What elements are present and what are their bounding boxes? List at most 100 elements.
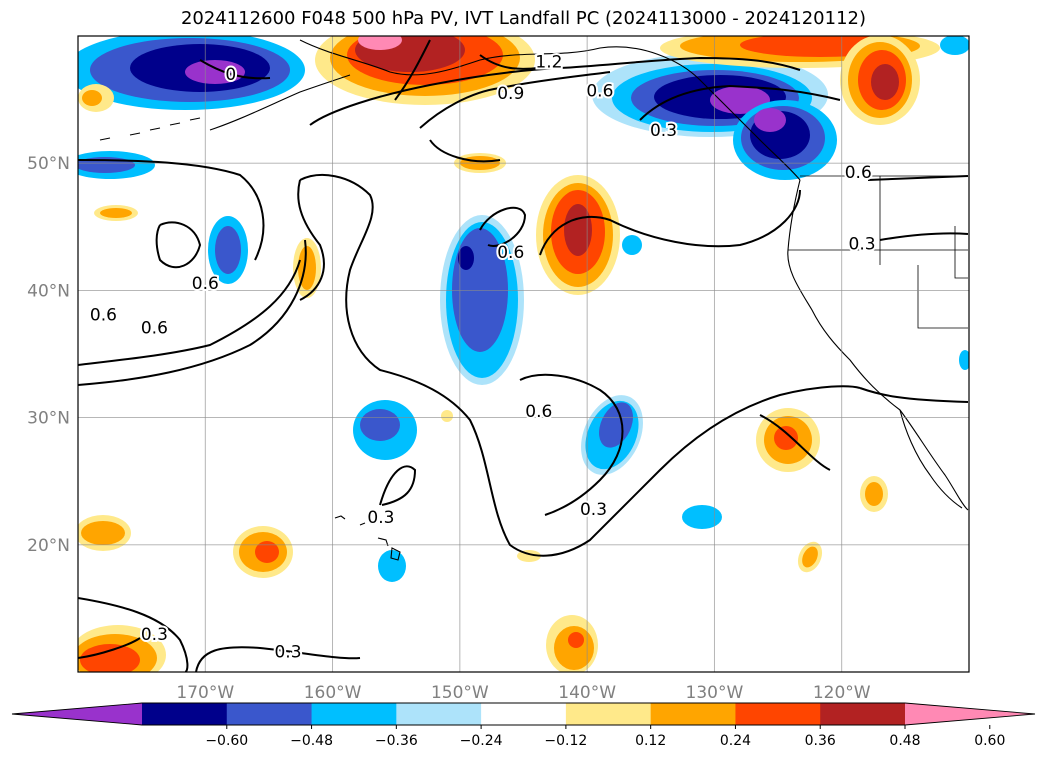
colorbar-tick-label: −0.36 <box>375 733 418 749</box>
pv-pos-south-center <box>546 615 598 672</box>
colorbar-tick-label: −0.12 <box>544 733 587 749</box>
pv-fill-level <box>940 36 969 55</box>
coastline-segment <box>99 117 201 141</box>
ivt-contour-line <box>479 206 527 247</box>
pv-filled-contours <box>78 36 969 672</box>
ivt-contour-line <box>419 71 611 129</box>
ivt-contour-line <box>379 465 417 506</box>
coastline-segment <box>299 39 801 181</box>
contour-label: 0.6 <box>845 163 872 183</box>
colorbar-segment <box>565 703 652 725</box>
pv-fill-level <box>554 626 594 670</box>
colorbar-segment <box>735 703 821 725</box>
contour-label: 0.6 <box>586 82 613 102</box>
lon-tick-label: 150°W <box>431 683 489 703</box>
plot-area: 0 1.2 0.9 0.6 0.3 0.6 0.3 0.6 0.6 0.6 0.6 0.6 0.3 0.3… <box>78 36 969 672</box>
pv-pos-sw-corner <box>78 625 166 672</box>
pv-fill-level <box>360 409 400 441</box>
gridlines <box>78 36 969 672</box>
pv-pos-small-e <box>797 541 823 573</box>
colorbar-tick-label: 0.48 <box>889 733 920 749</box>
pv-pos-small-d <box>860 476 888 512</box>
contour-labels: 0 1.2 0.9 0.6 0.3 0.6 0.3 0.6 0.6 0.6 0.6 0.6 0.3 0.3… <box>88 50 878 664</box>
pv-neg-hawaii-n <box>353 400 417 460</box>
ivt-contour-line <box>199 59 271 80</box>
colorbar-segment <box>142 703 228 725</box>
pv-pos-small-c <box>94 205 138 221</box>
lat-tick-label: 30°N <box>27 409 70 429</box>
pv-pos-east-sub <box>756 408 820 472</box>
pv-neg-top-right <box>940 36 969 55</box>
pv-fill-level <box>255 541 279 563</box>
pv-fill-level <box>378 550 406 582</box>
ivt-contour-line <box>479 54 561 70</box>
colorbar-segment <box>226 703 313 725</box>
contour-label: 0.6 <box>525 402 552 422</box>
pv-fill-level <box>81 521 125 545</box>
lat-tick-label: 20°N <box>27 536 70 556</box>
pv-fill-level <box>185 60 245 84</box>
contour-label: 0.3 <box>580 500 607 520</box>
pv-fill-level <box>458 246 474 270</box>
ivt-contour-line <box>195 646 361 672</box>
pv-fill-level <box>100 208 132 218</box>
lat-tick-label: 40°N <box>27 281 70 301</box>
colorbar-segment <box>396 703 482 725</box>
pv-fill-level <box>215 226 241 274</box>
ivt-contour-line <box>297 179 325 301</box>
pv-pos-ne-corner <box>840 36 920 125</box>
pv-fill-level <box>710 86 770 114</box>
colorbar-tick-label: −0.48 <box>290 733 333 749</box>
ivt-contour-line <box>155 221 202 269</box>
coastline-segment <box>209 74 351 131</box>
contour-label: 0.6 <box>90 306 117 326</box>
pv-fill-level <box>871 64 899 100</box>
lon-tick-label: 130°W <box>686 683 744 703</box>
colorbar-outline <box>11 702 1036 726</box>
ivt-contour-line <box>867 175 969 181</box>
colorbar-extend-high <box>905 703 1035 725</box>
pv-neg-wcentral <box>208 216 248 284</box>
ivt-contour-line <box>309 56 801 126</box>
pv-fill-level <box>622 235 642 255</box>
pv-fill-level <box>441 410 453 422</box>
state-border <box>954 226 968 279</box>
ivt-contour-line <box>394 39 431 101</box>
ivt-contour-line <box>299 174 861 557</box>
contour-label: 0.6 <box>497 243 524 263</box>
colorbar-tick-label: 0.60 <box>974 733 1005 749</box>
contour-label: 0.6 <box>141 318 168 338</box>
lon-tick-label: 160°W <box>304 683 362 703</box>
ivt-contour-line <box>519 373 624 516</box>
colorbar-tick-label: 0.36 <box>805 733 836 749</box>
pv-neg-central <box>440 215 524 385</box>
pv-fill-level <box>774 426 798 450</box>
pv-neg-right-edge <box>959 350 969 370</box>
pv-pos-small-g <box>441 410 453 422</box>
pv-fill-level <box>754 108 786 132</box>
contour-label: 0 <box>225 65 236 85</box>
contour-label: 0.3 <box>849 234 876 254</box>
lon-tick-label: 120°W <box>813 683 871 703</box>
pv-fill-level <box>802 546 818 568</box>
ivt-contour-line <box>78 637 141 659</box>
colorbar-tick-label: 0.24 <box>720 733 751 749</box>
pv-fill-level <box>82 90 102 106</box>
pv-neg-bc-coast <box>733 100 837 180</box>
pv-fill-level <box>599 402 633 448</box>
map-title: 2024112600 F048 500 hPa PV, IVT Landfall… <box>180 8 867 29</box>
colorbar-tick-label: 0.12 <box>635 733 666 749</box>
lon-tick-label: 140°W <box>558 683 616 703</box>
contour-label: 0.3 <box>367 508 394 528</box>
lat-tick-label: 50°N <box>27 154 70 174</box>
pv-fill-level <box>568 632 584 648</box>
coastline-segment <box>334 515 401 561</box>
pv-pos-small-h <box>78 84 114 112</box>
pv-neg-aleutian <box>78 36 305 110</box>
ivt-contour-line <box>539 189 801 256</box>
lon-tick-label: 170°W <box>176 683 234 703</box>
ivt-contour-line <box>859 387 969 403</box>
ivt-contour-line <box>78 597 189 672</box>
pv-pos-central-east <box>536 175 620 295</box>
colorbar-segment <box>311 703 397 725</box>
